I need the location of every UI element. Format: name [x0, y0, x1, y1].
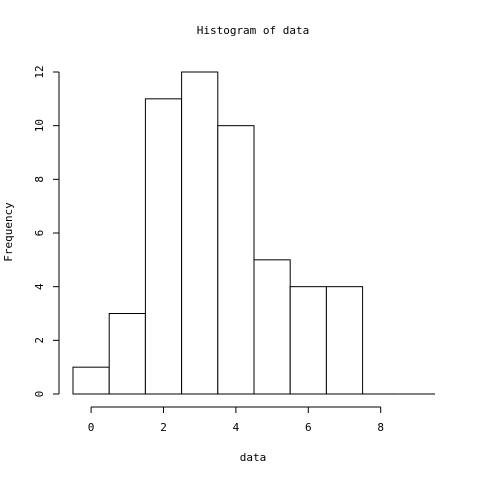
histogram-bar-4	[217, 125, 255, 395]
histogram-bar-7	[325, 286, 364, 395]
histogram-bar-2	[144, 98, 183, 395]
y-tick-label: 12	[33, 65, 46, 78]
x-axis-label: data	[240, 451, 267, 464]
histogram-bar-0	[72, 366, 110, 395]
histogram-bar-6	[289, 286, 327, 395]
y-tick-label: 4	[33, 283, 46, 290]
y-axis-label: Frequency	[2, 202, 15, 262]
x-axis: 0 2 4 6 8	[88, 406, 384, 434]
x-tick-label: 0	[88, 421, 95, 434]
y-tick-label: 2	[33, 337, 46, 344]
y-axis: 0 2 4 6 8 10 12	[33, 65, 60, 398]
chart-title: Histogram of data	[197, 24, 310, 37]
x-tick-label: 6	[305, 421, 312, 434]
y-tick-label: 0	[33, 391, 46, 398]
y-tick-label: 6	[33, 230, 46, 237]
y-tick-label: 8	[33, 176, 46, 183]
histogram-bar-1	[108, 313, 146, 395]
histogram-bar-3	[181, 71, 219, 395]
x-tick-label: 8	[377, 421, 384, 434]
x-tick-label: 4	[233, 421, 240, 434]
y-tick-label: 10	[33, 119, 46, 132]
bars-group	[72, 71, 435, 395]
histogram-bar-5	[253, 259, 291, 395]
x-tick-label: 2	[160, 421, 167, 434]
